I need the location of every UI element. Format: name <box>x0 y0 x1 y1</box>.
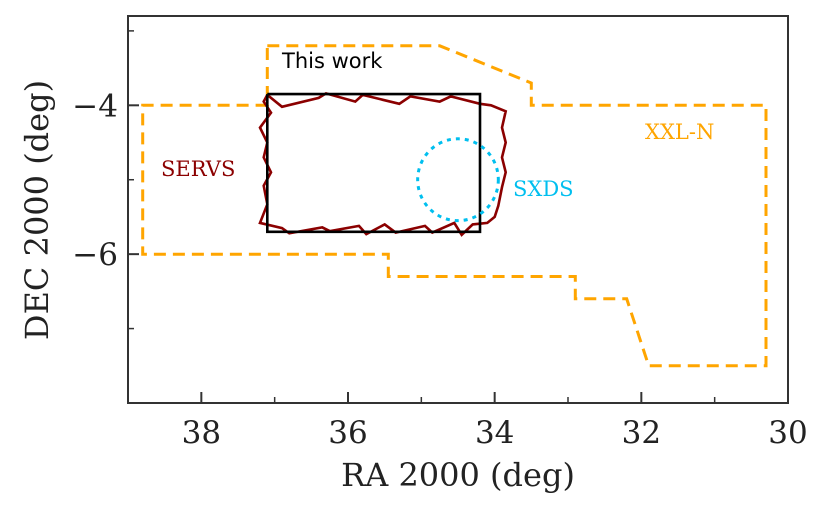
series-layer <box>141 44 768 368</box>
y-axis-title: DEC 2000 (deg) <box>18 80 56 340</box>
x-tick-label: 30 <box>768 415 807 451</box>
annotation-sxds: SXDS <box>513 177 574 201</box>
series-servs <box>258 91 508 237</box>
series-xxl-n <box>141 44 768 368</box>
y-tick-label: −4 <box>72 88 118 124</box>
x-axis-title: RA 2000 (deg) <box>341 456 575 494</box>
series-sxds <box>416 137 500 223</box>
annotation-layer: This work SERVS SXDS XXL-N <box>161 49 714 201</box>
x-tick-label: 32 <box>622 415 661 451</box>
annotation-this-work: This work <box>281 49 383 73</box>
plot-frame <box>127 15 789 404</box>
x-tick-label: 34 <box>475 415 514 451</box>
tick-layer: 38 36 34 32 30 −4 −6 <box>72 30 808 451</box>
y-tick-label: −6 <box>72 237 118 273</box>
annotation-servs: SERVS <box>161 157 235 181</box>
annotation-xxl-n: XXL-N <box>645 120 714 144</box>
series-this-work <box>265 92 482 234</box>
x-tick-label: 38 <box>182 415 221 451</box>
x-tick-label: 36 <box>328 415 367 451</box>
